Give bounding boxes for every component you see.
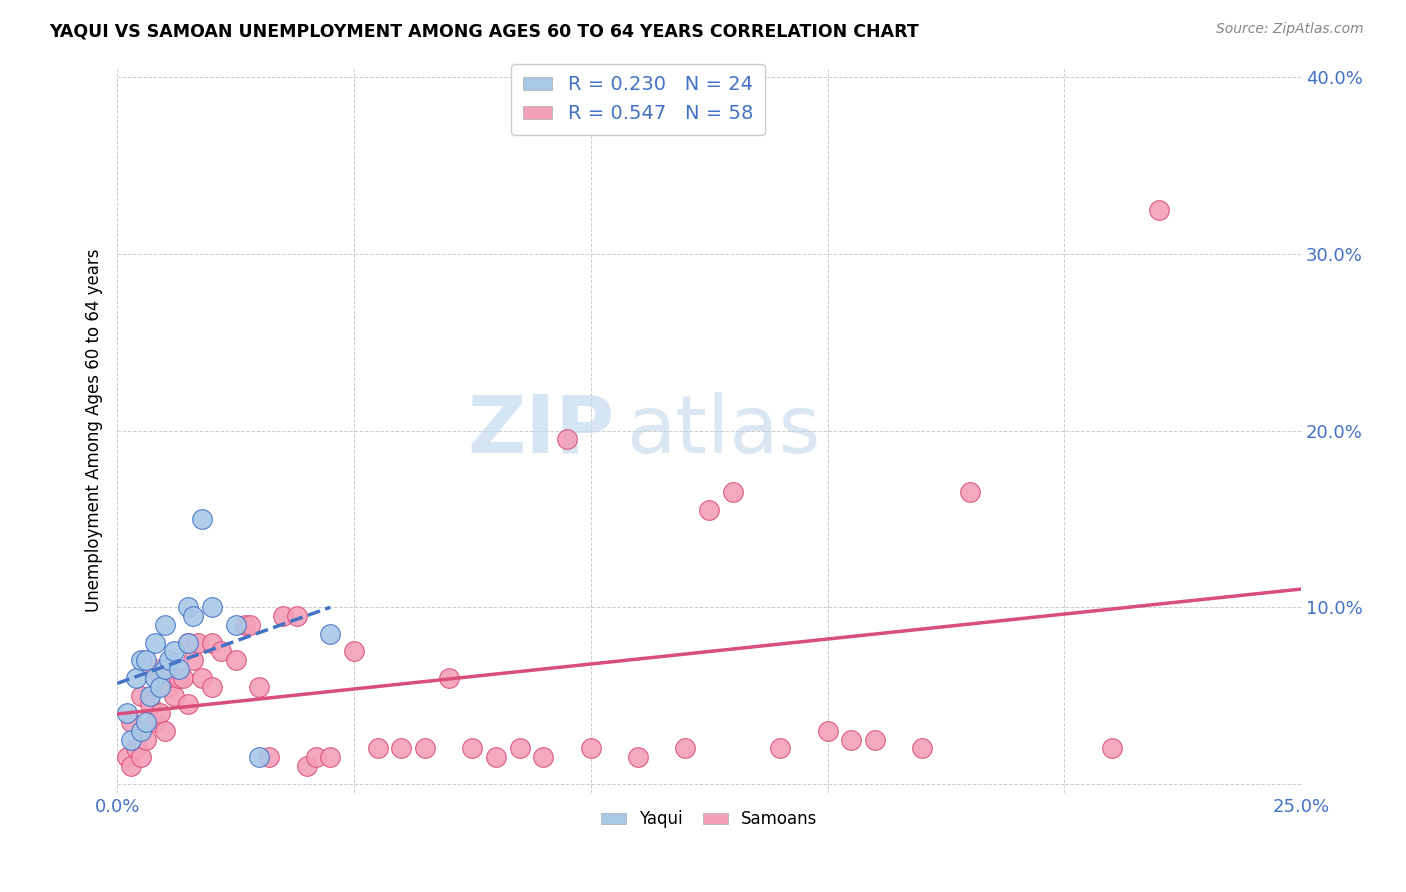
- Point: [163, 689, 186, 703]
- Point: [413, 741, 436, 756]
- Point: [697, 503, 720, 517]
- Point: [120, 759, 142, 773]
- Text: Source: ZipAtlas.com: Source: ZipAtlas.com: [1216, 22, 1364, 37]
- Point: [911, 741, 934, 756]
- Point: [177, 635, 200, 649]
- Point: [769, 741, 792, 756]
- Point: [143, 662, 166, 676]
- Point: [233, 618, 256, 632]
- Point: [115, 706, 138, 721]
- Point: [721, 485, 744, 500]
- Point: [153, 618, 176, 632]
- Point: [959, 485, 981, 500]
- Point: [135, 732, 157, 747]
- Point: [389, 741, 412, 756]
- Point: [627, 750, 650, 764]
- Point: [295, 759, 318, 773]
- Point: [181, 653, 204, 667]
- Point: [817, 723, 839, 738]
- Point: [209, 644, 232, 658]
- Point: [167, 671, 190, 685]
- Point: [153, 671, 176, 685]
- Point: [509, 741, 531, 756]
- Point: [153, 662, 176, 676]
- Point: [177, 635, 200, 649]
- Point: [257, 750, 280, 764]
- Point: [135, 714, 157, 729]
- Point: [125, 671, 148, 685]
- Point: [120, 714, 142, 729]
- Point: [181, 609, 204, 624]
- Point: [485, 750, 508, 764]
- Point: [555, 433, 578, 447]
- Point: [115, 750, 138, 764]
- Point: [191, 671, 214, 685]
- Point: [271, 609, 294, 624]
- Point: [1101, 741, 1123, 756]
- Point: [437, 671, 460, 685]
- Y-axis label: Unemployment Among Ages 60 to 64 years: Unemployment Among Ages 60 to 64 years: [86, 249, 103, 612]
- Text: YAQUI VS SAMOAN UNEMPLOYMENT AMONG AGES 60 TO 64 YEARS CORRELATION CHART: YAQUI VS SAMOAN UNEMPLOYMENT AMONG AGES …: [49, 22, 920, 40]
- Point: [201, 635, 224, 649]
- Point: [153, 723, 176, 738]
- Point: [167, 662, 190, 676]
- Point: [129, 723, 152, 738]
- Text: atlas: atlas: [626, 392, 821, 469]
- Point: [319, 626, 342, 640]
- Point: [125, 741, 148, 756]
- Point: [239, 618, 262, 632]
- Point: [225, 653, 247, 667]
- Point: [173, 671, 195, 685]
- Point: [225, 618, 247, 632]
- Legend: Yaqui, Samoans: Yaqui, Samoans: [595, 804, 824, 835]
- Point: [139, 698, 162, 712]
- Point: [187, 635, 209, 649]
- Point: [1147, 202, 1170, 217]
- Point: [531, 750, 554, 764]
- Point: [285, 609, 308, 624]
- Point: [139, 689, 162, 703]
- Point: [319, 750, 342, 764]
- Point: [305, 750, 328, 764]
- Point: [149, 706, 172, 721]
- Text: ZIP: ZIP: [467, 392, 614, 469]
- Point: [177, 698, 200, 712]
- Point: [163, 644, 186, 658]
- Point: [129, 750, 152, 764]
- Point: [201, 680, 224, 694]
- Point: [149, 680, 172, 694]
- Point: [129, 653, 152, 667]
- Point: [157, 680, 180, 694]
- Point: [157, 653, 180, 667]
- Point: [143, 635, 166, 649]
- Point: [177, 600, 200, 615]
- Point: [247, 750, 270, 764]
- Point: [201, 600, 224, 615]
- Point: [120, 732, 142, 747]
- Point: [143, 671, 166, 685]
- Point: [579, 741, 602, 756]
- Point: [191, 512, 214, 526]
- Point: [675, 741, 697, 756]
- Point: [367, 741, 389, 756]
- Point: [129, 689, 152, 703]
- Point: [135, 653, 157, 667]
- Point: [863, 732, 886, 747]
- Point: [461, 741, 484, 756]
- Point: [839, 732, 862, 747]
- Point: [143, 714, 166, 729]
- Point: [343, 644, 366, 658]
- Point: [247, 680, 270, 694]
